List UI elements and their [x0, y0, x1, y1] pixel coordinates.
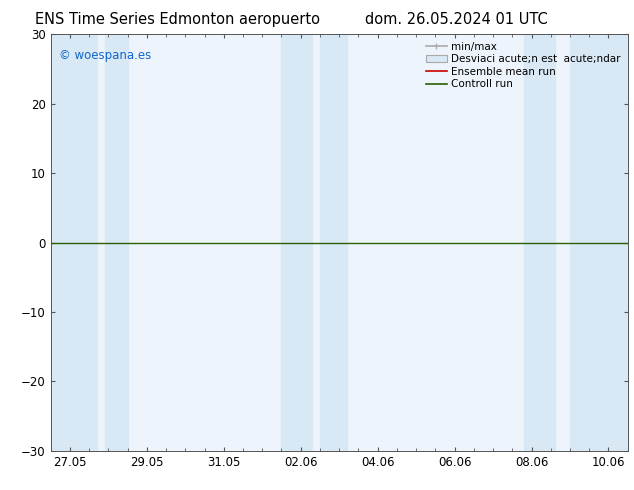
- Legend: min/max, Desviaci acute;n est  acute;ndar, Ensemble mean run, Controll run: min/max, Desviaci acute;n est acute;ndar…: [422, 37, 624, 94]
- Bar: [570, 34, 628, 451]
- Bar: [51, 34, 97, 451]
- Text: dom. 26.05.2024 01 UTC: dom. 26.05.2024 01 UTC: [365, 12, 548, 27]
- Bar: [281, 34, 313, 451]
- Bar: [105, 34, 127, 451]
- Bar: [524, 34, 555, 451]
- Text: © woespana.es: © woespana.es: [60, 49, 152, 62]
- Bar: [320, 34, 347, 451]
- Text: ENS Time Series Edmonton aeropuerto: ENS Time Series Edmonton aeropuerto: [35, 12, 320, 27]
